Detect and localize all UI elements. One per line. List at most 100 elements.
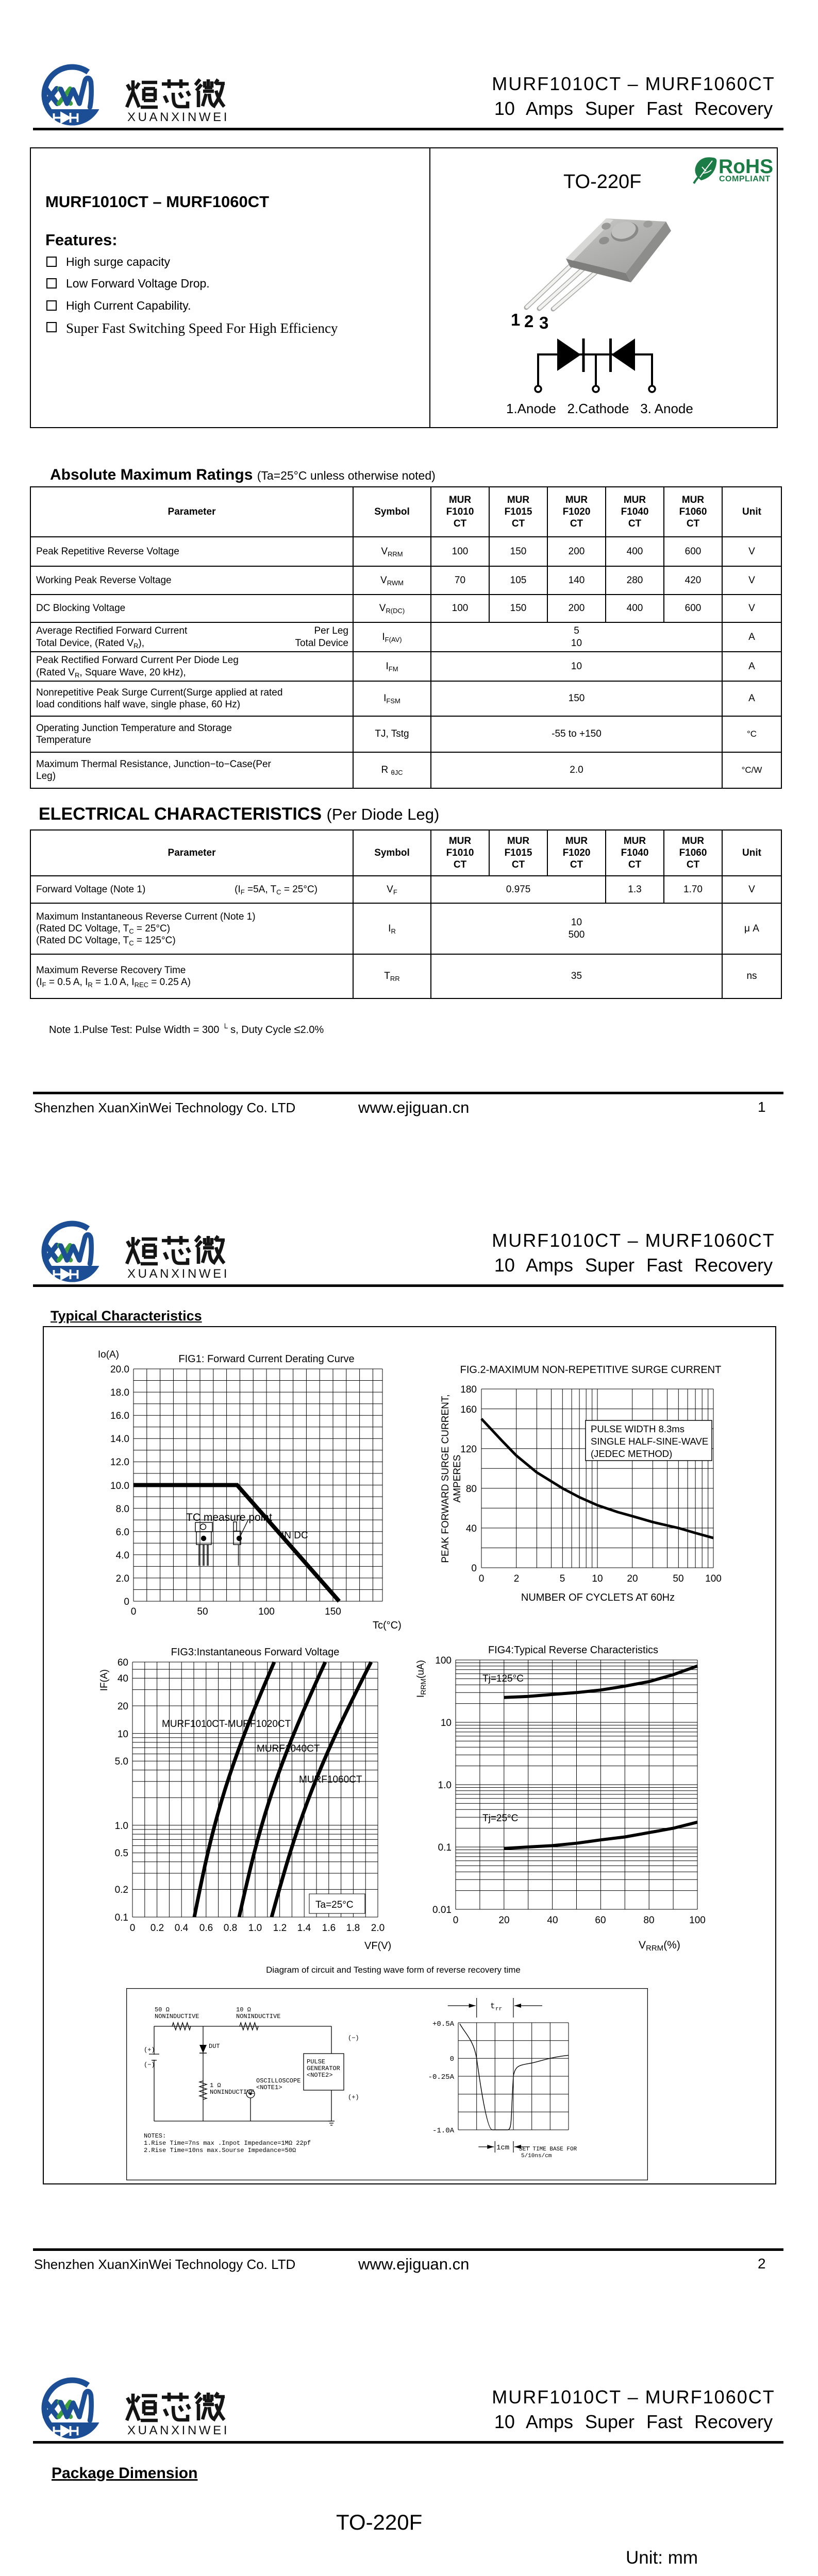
svg-text:AMPERES: AMPERES (452, 1455, 463, 1503)
svg-text:NUMBER OF CYCLETS AT 60Hz: NUMBER OF CYCLETS AT 60Hz (521, 1592, 675, 1603)
svg-text:1.Rise Time=7ns max .Inpot Imp: 1.Rise Time=7ns max .Inpot Impedance=1MΩ… (144, 2140, 311, 2147)
svg-text:40: 40 (118, 1673, 128, 1684)
svg-text:10 Ω: 10 Ω (236, 2006, 251, 2013)
svg-text:10: 10 (441, 1718, 452, 1728)
svg-text:150: 150 (325, 1606, 341, 1617)
svg-text:SET TIME BASE FOR: SET TIME BASE FOR (519, 2146, 577, 2153)
svg-text:20: 20 (118, 1701, 128, 1712)
svg-text:(+): (+) (348, 2094, 359, 2101)
svg-text:180: 180 (460, 1384, 477, 1395)
svg-text:1.0: 1.0 (115, 1821, 128, 1832)
svg-text:IF(A): IF(A) (99, 1669, 110, 1691)
svg-text:OSCILLOSCOPE: OSCILLOSCOPE (256, 2077, 301, 2084)
svg-text:0.01: 0.01 (432, 1905, 452, 1916)
svg-text:0: 0 (479, 1573, 485, 1584)
svg-text:1.0: 1.0 (438, 1780, 452, 1791)
svg-text:rr: rr (495, 2006, 502, 2012)
svg-text:FIG.2-MAXIMUM NON-REPETITIVE: FIG.2-MAXIMUM NON-REPETITIVE SURGE CURRE… (460, 1364, 722, 1376)
svg-text:160: 160 (460, 1404, 477, 1415)
svg-text:<NOTE1>: <NOTE1> (256, 2084, 282, 2091)
svg-text:NONINDUCTIVE: NONINDUCTIVE (210, 2089, 254, 2096)
svg-text:100: 100 (258, 1606, 275, 1617)
svg-text:IRRM(uA): IRRM(uA) (415, 1660, 427, 1698)
svg-text:16.0: 16.0 (110, 1411, 129, 1421)
svg-text:50 Ω: 50 Ω (155, 2006, 170, 2013)
svg-text:2.0: 2.0 (371, 1923, 385, 1934)
svg-text:60: 60 (595, 1915, 606, 1926)
svg-text:Io(A): Io(A) (98, 1349, 119, 1360)
svg-text:VRRM(%): VRRM(%) (639, 1939, 680, 1953)
svg-text:8.0: 8.0 (116, 1504, 129, 1515)
svg-text:0.4: 0.4 (175, 1923, 189, 1934)
svg-text:PULSE: PULSE (307, 2058, 325, 2065)
svg-text:20: 20 (627, 1573, 638, 1584)
svg-text:(+): (+) (144, 2046, 155, 2054)
svg-text:120: 120 (460, 1444, 477, 1455)
svg-text:t: t (490, 2002, 495, 2011)
svg-text:18.0: 18.0 (110, 1387, 129, 1398)
svg-text:50: 50 (197, 1606, 208, 1617)
svg-text:0: 0 (450, 2055, 454, 2063)
svg-text:0: 0 (131, 1606, 137, 1617)
svg-text:100: 100 (705, 1573, 722, 1584)
svg-text:2: 2 (514, 1573, 520, 1584)
svg-text:PULSE WIDTH 8.3ms: PULSE WIDTH 8.3ms (591, 1423, 685, 1434)
svg-text:0.5: 0.5 (115, 1848, 128, 1859)
svg-text:GENERATOR: GENERATOR (307, 2065, 340, 2072)
svg-text:MURF1060CT: MURF1060CT (299, 1774, 362, 1785)
svg-text:60: 60 (118, 1657, 128, 1668)
svg-text:6.0: 6.0 (116, 1527, 129, 1538)
svg-text:1.0: 1.0 (248, 1923, 262, 1934)
svg-text:4.0: 4.0 (116, 1550, 129, 1561)
svg-text:NONINDUCTIVE: NONINDUCTIVE (155, 2013, 199, 2020)
svg-text:0.1: 0.1 (438, 1842, 452, 1853)
svg-text:(−): (−) (144, 2061, 155, 2069)
svg-text:Ta=25°C: Ta=25°C (315, 1900, 354, 1910)
svg-text:RoHS: RoHS (719, 156, 773, 178)
svg-text:1.4: 1.4 (297, 1923, 311, 1934)
svg-text:10.0: 10.0 (110, 1481, 129, 1492)
svg-text:1.2: 1.2 (273, 1923, 287, 1934)
svg-text:0: 0 (453, 1915, 459, 1926)
svg-text:0: 0 (124, 1597, 129, 1607)
svg-text:TC measure point: TC measure point (186, 1512, 272, 1523)
svg-text:NOTES:: NOTES: (144, 2132, 166, 2140)
svg-text:Tj=125°C: Tj=125°C (482, 1673, 524, 1684)
svg-text:100: 100 (435, 1655, 452, 1666)
svg-text:20.0: 20.0 (110, 1364, 129, 1375)
svg-text:1cm: 1cm (496, 2144, 509, 2152)
svg-text:0: 0 (130, 1923, 136, 1934)
svg-text:5.0: 5.0 (115, 1756, 128, 1767)
svg-text:FIG4:Typical Reverse Character: FIG4:Typical Reverse Characteristics (488, 1645, 658, 1656)
svg-text:40: 40 (466, 1523, 477, 1534)
svg-text:+0.5A: +0.5A (432, 2020, 455, 2028)
svg-text:VF(V): VF(V) (364, 1940, 391, 1952)
svg-text:FIG3:Instantaneous Forward Vol: FIG3:Instantaneous Forward Voltage (171, 1647, 340, 1658)
svg-text:FIG1: Forward Current Deratin: FIG1: Forward Current Derating Curve (178, 1353, 354, 1365)
svg-text:50: 50 (673, 1573, 683, 1584)
svg-text:0.2: 0.2 (115, 1885, 128, 1895)
svg-text:0.2: 0.2 (151, 1923, 164, 1934)
svg-text:100: 100 (689, 1915, 706, 1926)
svg-text:0.6: 0.6 (199, 1923, 213, 1934)
svg-text:Tc(°C): Tc(°C) (373, 1620, 402, 1631)
svg-text:-0.25A: -0.25A (428, 2073, 455, 2081)
svg-text:20: 20 (498, 1915, 509, 1926)
svg-text:0: 0 (471, 1563, 477, 1574)
svg-text:0.1: 0.1 (115, 1912, 128, 1923)
svg-text:80: 80 (643, 1915, 654, 1926)
svg-text:1.6: 1.6 (322, 1923, 336, 1934)
svg-text:<NOTE2>: <NOTE2> (307, 2072, 332, 2079)
svg-text:10: 10 (592, 1573, 603, 1584)
svg-text:(JEDEC METHOD): (JEDEC METHOD) (591, 1448, 672, 1459)
svg-text:-1.0A: -1.0A (432, 2127, 455, 2135)
svg-text:Tj=25°C: Tj=25°C (482, 1813, 518, 1824)
svg-text:NONINDUCTIVE: NONINDUCTIVE (236, 2013, 280, 2020)
svg-text:2.Rise Time=10ns max.Sourse Im: 2.Rise Time=10ns max.Sourse Impedance=50… (144, 2147, 296, 2154)
svg-text:1 Ω: 1 Ω (210, 2082, 221, 2089)
svg-text:0.8: 0.8 (224, 1923, 237, 1934)
svg-text:80: 80 (466, 1484, 477, 1495)
svg-text:DUT: DUT (209, 2043, 220, 2050)
svg-text:5: 5 (560, 1573, 565, 1584)
svg-text:2.0: 2.0 (116, 1573, 129, 1584)
